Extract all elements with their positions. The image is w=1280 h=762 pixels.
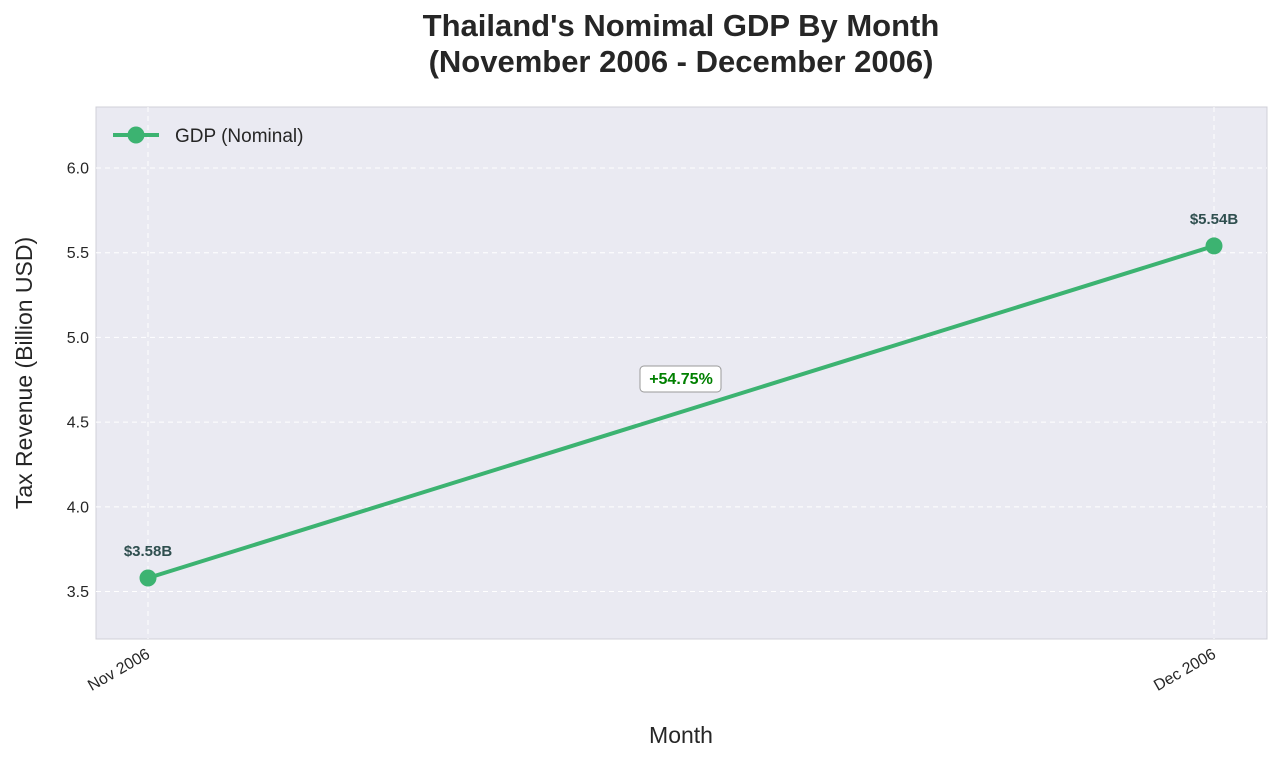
data-point xyxy=(139,569,157,587)
y-axis-ticks: 3.5 4.0 4.5 5.0 5.5 6.0 xyxy=(67,160,89,601)
data-point xyxy=(1205,237,1223,255)
data-label: $5.54B xyxy=(1190,211,1239,228)
change-annotation-label: +54.75% xyxy=(649,371,713,388)
series-line xyxy=(146,243,1216,581)
y-tick-label: 5.5 xyxy=(67,245,89,262)
x-axis-label: Month xyxy=(649,722,713,748)
y-axis-label: Tax Revenue (Billion USD) xyxy=(11,237,37,509)
series-gdp-nominal xyxy=(139,237,1223,587)
chart-title-line-2: (November 2006 - December 2006) xyxy=(429,44,934,79)
y-tick-label: 6.0 xyxy=(67,160,89,177)
x-tick-label: Dec 2006 xyxy=(1151,646,1219,695)
grid xyxy=(96,107,1267,639)
chart-title-line-1: Thailand's Nomimal GDP By Month xyxy=(423,8,940,43)
y-tick-label: 4.5 xyxy=(67,415,89,432)
legend-marker-swatch xyxy=(127,126,145,144)
y-tick-label: 4.0 xyxy=(67,499,89,516)
x-axis-ticks: Nov 2006 Dec 2006 xyxy=(85,646,1219,695)
x-tick-label: Nov 2006 xyxy=(85,646,153,695)
legend-label-gdp-nominal: GDP (Nominal) xyxy=(175,126,303,147)
y-tick-label: 5.0 xyxy=(67,330,89,347)
data-labels: $3.58B $5.54B xyxy=(124,211,1239,560)
change-annotation: +54.75% xyxy=(639,365,722,393)
data-label: $3.58B xyxy=(124,543,173,560)
change-annotation-box xyxy=(639,365,722,393)
y-tick-label: 3.5 xyxy=(67,584,89,601)
legend: GDP (Nominal) xyxy=(113,126,303,147)
